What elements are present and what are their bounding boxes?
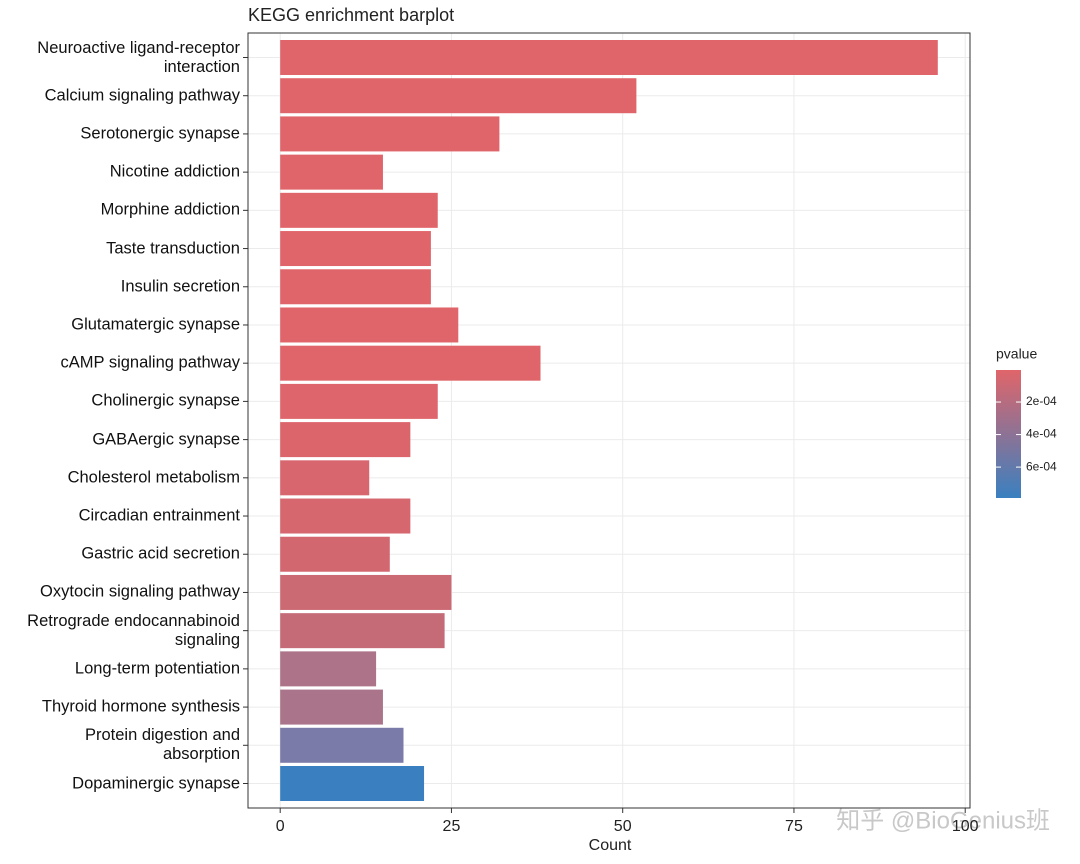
y-tick-label: Circadian entrainment xyxy=(78,506,240,525)
y-tick-label: Morphine addiction xyxy=(100,200,240,219)
y-tick-label: Serotonergic synapse xyxy=(80,124,240,143)
y-tick-label: Cholinergic synapse xyxy=(91,391,240,410)
watermark: 知乎 @BioGenius班 xyxy=(836,807,1050,834)
bar xyxy=(280,345,541,381)
legend-title: pvalue xyxy=(996,346,1037,362)
bar xyxy=(280,192,438,228)
x-tick-label: 100 xyxy=(952,818,979,835)
colorbar-tick-label: 2e-04 xyxy=(1026,394,1057,408)
bar xyxy=(280,422,411,458)
bar xyxy=(280,651,377,687)
bar xyxy=(280,766,425,801)
bar xyxy=(280,40,938,75)
bar xyxy=(280,307,459,343)
y-tick-label: Protein digestion and absorption xyxy=(84,726,240,764)
y-tick-label: Oxytocin signaling pathway xyxy=(40,582,240,601)
bar xyxy=(280,613,445,649)
bar xyxy=(280,154,383,190)
y-tick-label: Taste transduction xyxy=(106,239,240,258)
bar xyxy=(280,536,390,572)
y-tick-label: Insulin secretion xyxy=(120,277,240,296)
colorbar xyxy=(996,370,1021,498)
chart-title: KEGG enrichment barplot xyxy=(248,5,454,25)
y-tick-label: Neuroactive ligand-receptor interaction xyxy=(37,38,240,76)
x-tick-label: 50 xyxy=(614,818,632,835)
x-axis-label: Count xyxy=(589,837,632,854)
colorbar-tick-label: 6e-04 xyxy=(1026,459,1057,473)
y-tick-label: Dopaminergic synapse xyxy=(72,774,240,792)
y-tick-label: Thyroid hormone synthesis xyxy=(41,697,240,716)
y-tick-label: Retrograde endocannabinoid signaling xyxy=(27,611,240,649)
bar xyxy=(280,498,411,534)
y-tick-label: Gastric acid secretion xyxy=(81,544,240,563)
bar xyxy=(280,78,637,114)
bar xyxy=(280,116,500,152)
y-tick-label: Calcium signaling pathway xyxy=(44,86,240,105)
bar xyxy=(280,231,431,267)
y-tick-label: cAMP signaling pathway xyxy=(60,353,240,372)
panel-border xyxy=(247,32,971,809)
bar xyxy=(280,269,431,305)
y-tick-label: Cholesterol metabolism xyxy=(67,468,240,487)
bar xyxy=(280,383,438,419)
y-tick-label: Nicotine addiction xyxy=(109,162,240,181)
x-tick-label: 0 xyxy=(276,818,285,835)
colorbar-tick-label: 4e-04 xyxy=(1026,427,1057,441)
x-tick-label: 75 xyxy=(785,818,803,835)
y-tick-label: Glutamatergic synapse xyxy=(71,315,240,334)
bar xyxy=(280,727,404,763)
y-tick-label: GABAergic synapse xyxy=(92,430,240,449)
bar xyxy=(280,460,370,496)
x-tick-label: 25 xyxy=(443,818,461,835)
y-tick-label: Long-term potentiation xyxy=(74,659,240,678)
bar xyxy=(280,574,452,610)
bar xyxy=(280,689,383,725)
